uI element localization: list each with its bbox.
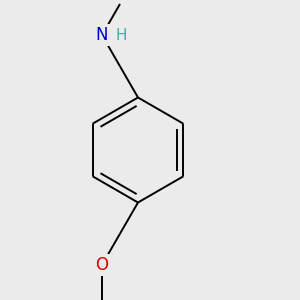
Text: H: H: [116, 28, 127, 43]
Text: N: N: [96, 26, 108, 44]
Text: O: O: [95, 256, 109, 274]
